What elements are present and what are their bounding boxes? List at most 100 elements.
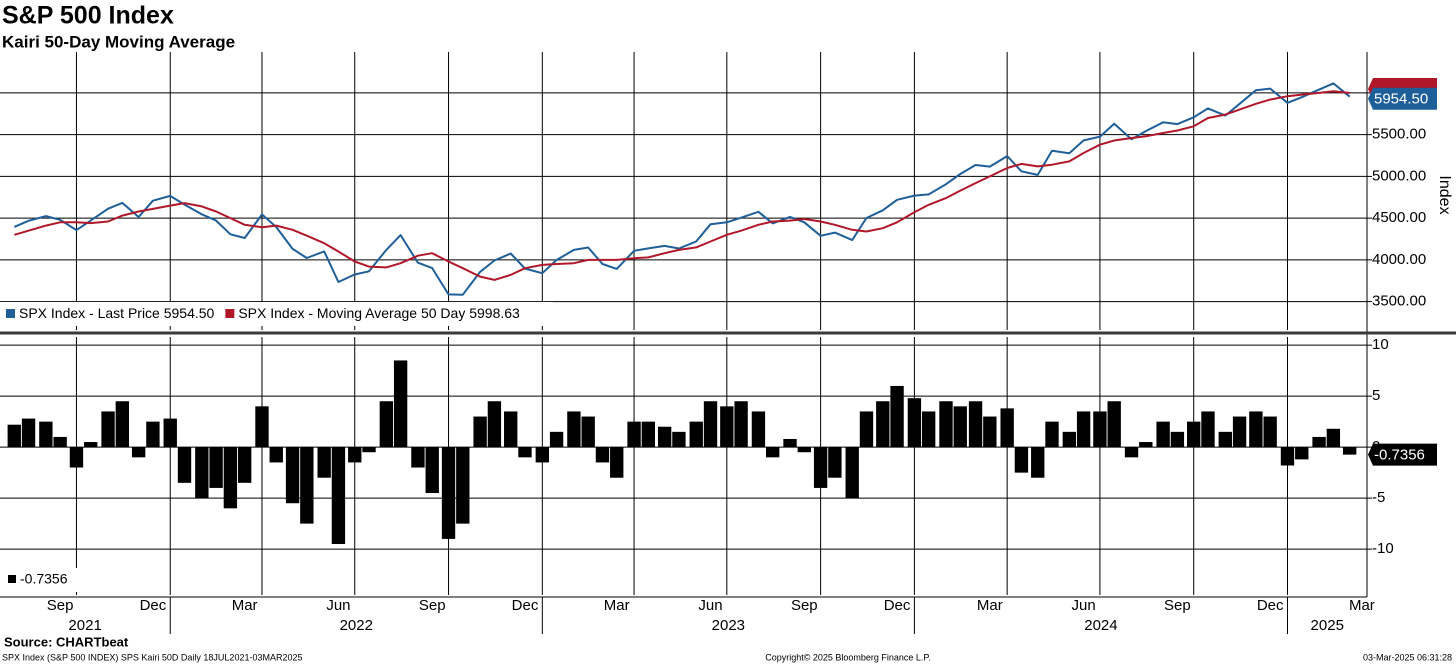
bar [734,401,748,448]
bar [1232,416,1247,448]
bar [518,447,532,458]
bar [689,421,703,448]
price-last-value-box [1368,87,1437,110]
bar [657,426,672,448]
x-tick-label: Mar [232,597,258,614]
bar [69,447,84,468]
bar [672,431,686,448]
bar [348,447,362,463]
bar [411,447,425,468]
y-tick-label: 3500.00 [1372,293,1426,310]
bar [549,431,564,448]
legend-name: SPX Index - Moving Average 50 Day [238,305,465,321]
bar [1045,421,1059,448]
bar [21,418,36,448]
bar [1107,401,1121,448]
x-tick-label: Sep [419,597,446,614]
bar [907,398,922,448]
x-tick-label: Dec [1257,597,1284,614]
bar [425,447,439,494]
bar [939,401,953,448]
chart-subtitle: Kairi 50-Day Moving Average [2,32,235,51]
kairi-last-value: -0.7356 [1374,447,1425,464]
bar [131,447,146,458]
bar [783,438,797,448]
bar [1218,431,1232,448]
legend-name: SPX Index - Last Price [19,305,160,321]
bar [703,401,718,448]
bar [845,447,859,499]
bar [1000,408,1014,448]
bar [473,416,487,448]
bar [567,411,581,448]
y-axis-label: Index [1436,175,1453,214]
legend-box [0,302,553,326]
bar [953,406,967,448]
bar [379,401,394,448]
year-label: 2024 [1084,617,1117,634]
y-tick-label: -10 [1372,540,1394,557]
bar [751,411,766,448]
bar [1280,447,1295,466]
footer-left: SPX Index (S&P 500 INDEX) SPS Kairi 50D … [2,652,303,662]
y-tick-label: -5 [1372,489,1385,506]
x-tick-label: Jun [1072,597,1096,614]
kairi-last-value-box [1368,443,1437,466]
bar [269,447,283,463]
bar [1187,421,1201,448]
y-tick-label: 4500.00 [1372,209,1426,226]
bar [209,447,223,488]
bar [39,421,53,448]
bar [7,424,21,448]
bar [115,401,130,448]
bar [968,401,983,448]
bar [610,447,624,478]
x-tick-label: Dec [512,597,539,614]
year-label: 2023 [712,617,745,634]
bar [163,418,177,448]
bar [1249,411,1263,448]
x-tick-label: Mar [977,597,1003,614]
bar [983,416,997,448]
bar [1201,411,1215,448]
bar [504,411,518,448]
bar [84,442,98,448]
bar [146,421,160,448]
series-line [14,90,1350,281]
legend-swatch [225,309,235,318]
bar [641,421,656,448]
bar [890,385,904,448]
x-tick-label: Jun [698,597,722,614]
footer-center: Copyright© 2025 Bloomberg Finance L.P. [765,652,931,662]
year-label: 2022 [340,617,373,634]
bar [581,416,595,448]
y-tick-label: 4000.00 [1372,251,1426,268]
bar [1062,431,1077,448]
source: Source: CHARTbeat [4,634,129,649]
bar [1326,428,1341,448]
bar [1076,411,1091,448]
year-label: 2021 [68,617,101,634]
x-tick-label: Dec [140,597,167,614]
bar [1263,416,1277,448]
chart-title: S&P 500 Index [2,2,174,30]
bar [393,360,408,448]
bar [300,447,314,524]
legend-entry: SPX Index - Last Price 5954.50 [19,305,215,321]
bar [1124,447,1139,458]
bar [331,447,346,545]
bar [828,447,842,478]
bar [535,447,549,463]
bar [1139,442,1153,448]
legend-entry: SPX Index - Moving Average 50 Day 5998.6… [238,305,520,321]
footer-right: 03-Mar-2025 06:31:28 [1363,652,1452,662]
bar [921,411,936,448]
bar [720,406,734,448]
bar [237,447,252,483]
bar [362,447,376,453]
bar [766,447,780,458]
bar [797,447,811,453]
bar [1031,447,1045,478]
bar [285,447,300,504]
bar [1170,431,1185,448]
